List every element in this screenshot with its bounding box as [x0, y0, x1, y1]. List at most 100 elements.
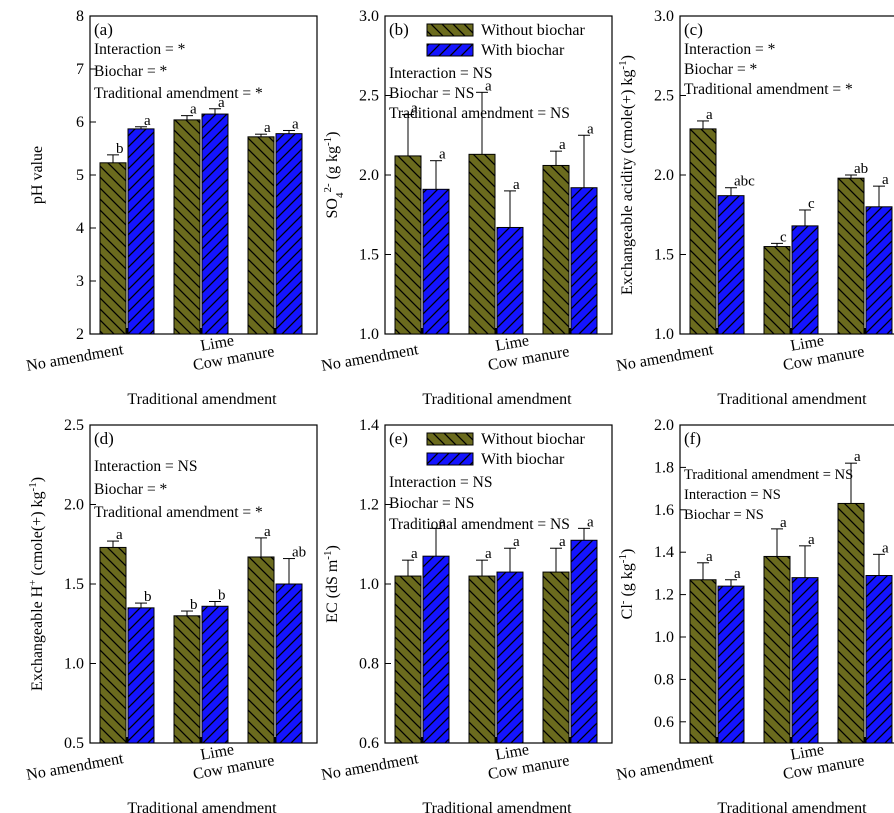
x-category-label: Lime: [494, 332, 530, 355]
significance-letter: a: [706, 549, 713, 565]
bar-with-biochar-1: [791, 577, 819, 744]
x-category-label: No amendment: [615, 750, 715, 784]
x-category-label: No amendment: [320, 750, 420, 784]
y-tick-label: 1.4: [359, 417, 379, 434]
x-category-label: Lime: [789, 332, 825, 355]
panel-label: (a): [94, 20, 113, 39]
y-tick-label: 5: [76, 167, 84, 184]
significance-letter: a: [780, 515, 787, 531]
x-category-label: Lime: [789, 741, 825, 764]
y-axis-title: pH value: [29, 146, 46, 204]
y-tick-label: 1.0: [359, 326, 379, 343]
bar-without-biochar-2: [837, 177, 865, 335]
significance-letter: c: [808, 196, 815, 212]
y-axis-title: Exchangeable H+ (cmole(+) kg-1): [27, 477, 46, 691]
significance-letter: b: [116, 141, 124, 157]
bar-with-biochar-0: [717, 585, 745, 744]
bar-without-biochar-0: [99, 546, 127, 744]
significance-letter: a: [559, 534, 566, 550]
significance-letter: b: [190, 597, 198, 613]
y-tick-label: 0.6: [359, 735, 379, 752]
bar-without-biochar-2: [247, 136, 275, 335]
bar-with-biochar-2: [570, 539, 598, 744]
y-axis-title-part: 2-: [322, 183, 334, 193]
y-tick-label: 2.0: [64, 497, 84, 514]
significance-letter: a: [882, 540, 889, 556]
y-tick-label: 1.6: [654, 502, 674, 519]
legend-swatch-0: [426, 432, 474, 446]
bar-with-biochar-1: [201, 113, 229, 335]
significance-letter: a: [513, 534, 520, 550]
bar-without-biochar-1: [468, 575, 496, 744]
stats-line: Biochar = NS: [389, 85, 474, 102]
significance-letter: a: [264, 120, 271, 136]
bar-with-biochar-2: [275, 583, 303, 744]
x-axis-title: Traditional amendment: [717, 391, 867, 408]
significance-letter: abc: [734, 174, 755, 190]
stats-line: Biochar = NS: [389, 495, 474, 512]
significance-letter: b: [144, 589, 152, 605]
y-axis-title-part: +: [27, 580, 39, 586]
bar-without-biochar-2: [542, 571, 570, 744]
legend-swatch-0: [426, 23, 474, 37]
panel-label: (c): [684, 20, 703, 39]
panel-label: (d): [94, 429, 114, 448]
y-axis-title: Cl- (g kg-1): [617, 549, 636, 620]
y-tick-label: 1.0: [64, 656, 84, 673]
stats-line: Interaction = NS: [94, 458, 197, 475]
panel-label: (e): [389, 429, 408, 448]
significance-letter: a: [587, 514, 594, 530]
panel-f: 0.6 0.8 1.0 1.2 1.4 1.6 1.8 2.0 a a a a a a No amendme…: [615, 417, 894, 813]
y-tick-label: 2.0: [654, 417, 674, 434]
stats-line: Traditional amendment = *: [94, 504, 263, 521]
significance-letter: a: [411, 546, 418, 562]
legend-swatch-1: [426, 452, 474, 466]
stats-line: Interaction = *: [684, 41, 776, 58]
panel-label: (b): [389, 20, 409, 39]
significance-letter: a: [882, 172, 889, 188]
bar-without-biochar-0: [394, 575, 422, 744]
y-axis-title: SO42- (g kg-1): [322, 132, 346, 219]
significance-letter: a: [706, 107, 713, 123]
bar-with-biochar-0: [717, 195, 745, 335]
y-tick-label: 2.5: [654, 88, 674, 105]
bar-with-biochar-0: [422, 188, 450, 335]
significance-letter: a: [485, 546, 492, 562]
y-tick-label: 1.2: [359, 497, 379, 514]
y-tick-label: 3.0: [654, 8, 674, 25]
legend-swatch-1: [426, 43, 474, 57]
significance-letter: a: [587, 121, 594, 137]
y-tick-label: 1.0: [359, 576, 379, 593]
y-axis-title-part: -1: [322, 551, 334, 560]
x-axis-title: Traditional amendment: [127, 391, 277, 408]
y-tick-label: 0.8: [359, 656, 379, 673]
bar-with-biochar-2: [865, 206, 893, 335]
x-axis-title: Traditional amendment: [422, 800, 572, 813]
bar-without-biochar-2: [837, 502, 865, 744]
stats-line: Traditional amendment = NS: [389, 516, 570, 533]
y-axis-title: EC (dS m-1): [322, 545, 341, 623]
y-tick-label: 0.8: [654, 671, 674, 688]
bar-without-biochar-1: [763, 555, 791, 744]
y-tick-label: 1.0: [654, 629, 674, 646]
significance-letter: a: [218, 95, 225, 111]
y-tick-label: 0.6: [654, 714, 674, 731]
bar-with-biochar-1: [496, 571, 524, 744]
y-tick-label: 6: [76, 114, 84, 131]
y-axis-title-part: -1: [617, 60, 629, 69]
y-tick-label: 1.5: [64, 576, 84, 593]
significance-letter: ab: [292, 545, 306, 561]
bar-with-biochar-2: [570, 187, 598, 335]
bar-with-biochar-0: [127, 607, 155, 744]
bar-with-biochar-2: [865, 575, 893, 744]
y-axis-title-part: 4: [334, 192, 346, 198]
significance-letter: a: [734, 566, 741, 582]
significance-letter: ab: [854, 161, 868, 177]
y-tick-label: 2.5: [64, 417, 84, 434]
bar-without-biochar-2: [542, 164, 570, 335]
y-axis-title: Exchangeable acidity (cmole(+) kg-1): [617, 55, 636, 295]
stats-line: Traditional amendment = *: [94, 85, 263, 102]
